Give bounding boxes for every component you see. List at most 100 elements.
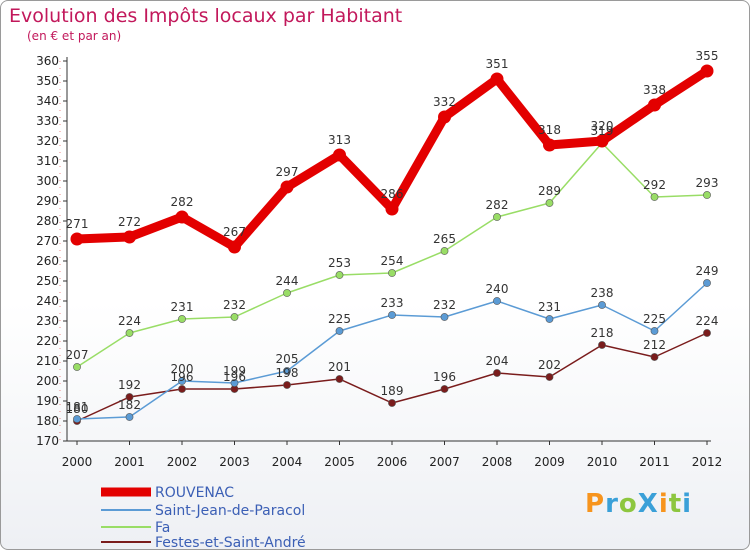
data-label: 292 (643, 178, 666, 192)
data-point (703, 279, 711, 287)
x-tick-label: 2001 (114, 455, 145, 469)
data-point (545, 315, 554, 323)
x-tick-label: 2003 (219, 455, 250, 469)
logo-letter: i (682, 489, 693, 519)
legend: ROUVENAC Saint-Jean-de-ParacolFaFestes-et… (101, 485, 306, 550)
data-point (650, 353, 659, 361)
data-label: 286 (381, 187, 404, 201)
legend-label: Fa (155, 520, 170, 536)
data-point (703, 329, 711, 337)
data-point (545, 373, 554, 381)
logo-letter: X (637, 489, 659, 519)
data-label: 204 (486, 354, 509, 368)
data-point (440, 385, 449, 393)
data-point (178, 377, 186, 385)
y-tick-label: 310 (36, 154, 59, 168)
x-tick-label: 2008 (482, 455, 513, 469)
data-point (385, 202, 399, 216)
data-point (493, 297, 501, 305)
data-label: 332 (433, 95, 456, 109)
data-point (545, 199, 554, 207)
logo-letter: r (605, 489, 619, 519)
data-point (493, 213, 501, 221)
data-label: 196 (223, 370, 246, 384)
data-point (335, 327, 344, 335)
data-point (595, 134, 609, 148)
data-label: 232 (223, 298, 246, 312)
data-label: 244 (276, 274, 299, 288)
y-tick-label: 280 (36, 214, 59, 228)
data-label: 338 (643, 83, 666, 97)
data-point (493, 369, 501, 377)
data-label: 319 (591, 124, 614, 138)
logo-letter: i (658, 489, 669, 519)
x-tick-label: 2011 (639, 455, 670, 469)
data-point (490, 72, 504, 86)
data-label: 271 (66, 217, 89, 231)
data-point (598, 301, 606, 309)
series-line-0 (72, 66, 712, 252)
data-label: 282 (486, 198, 509, 212)
data-label: 318 (538, 123, 561, 137)
legend-label: Festes-et-Saint-André (155, 535, 306, 550)
data-label: 224 (118, 314, 141, 328)
data-point (283, 367, 291, 375)
data-point (648, 98, 661, 112)
logo-letter: t (668, 489, 683, 519)
data-point (230, 379, 239, 387)
data-label: 196 (433, 370, 456, 384)
data-point (703, 191, 711, 199)
x-tick-label: 2004 (272, 455, 303, 469)
data-point (178, 385, 186, 393)
logo-letter: o (618, 489, 638, 519)
logo-letter: P (585, 489, 606, 519)
data-label: 182 (118, 398, 141, 412)
data-point (388, 399, 396, 407)
x-tick-label: 2009 (534, 455, 565, 469)
data-point (438, 110, 451, 124)
x-tick-label: 2010 (587, 455, 618, 469)
data-point (440, 247, 449, 255)
data-point (70, 232, 84, 246)
x-tick-label: 2006 (377, 455, 408, 469)
data-label: 355 (696, 49, 719, 63)
y-tick-label: 270 (36, 234, 59, 248)
data-point (700, 64, 714, 78)
y-tick-label: 220 (36, 334, 59, 348)
data-point (230, 313, 239, 321)
y-tick-label: 180 (36, 414, 59, 428)
y-tick-label: 250 (36, 274, 59, 288)
y-tick-label: 300 (36, 174, 59, 188)
data-point (440, 313, 449, 321)
data-label: 313 (328, 133, 351, 147)
proxiti-logo: ProXiti (585, 489, 692, 519)
data-label: 240 (486, 282, 509, 296)
data-label: 192 (118, 378, 141, 392)
data-point (650, 327, 659, 335)
data-point (650, 193, 659, 201)
series-group (70, 64, 714, 425)
x-tick-label: 2000 (62, 455, 93, 469)
data-point (283, 381, 291, 389)
data-label: 272 (118, 215, 141, 229)
chart-title: Evolution des Impôts locaux par Habitant (9, 5, 403, 27)
data-label: 224 (696, 314, 719, 328)
legend-label: Saint-Jean-de-Paracol (155, 503, 305, 519)
y-tick-label: 350 (36, 74, 59, 88)
data-label: 201 (328, 360, 351, 374)
data-label: 202 (538, 358, 561, 372)
data-point (543, 138, 556, 152)
data-point (125, 393, 134, 401)
data-label: 231 (171, 300, 194, 314)
y-tick-label: 190 (36, 394, 59, 408)
y-tick-label: 290 (36, 194, 59, 208)
data-label: 207 (66, 348, 89, 362)
data-point (125, 413, 134, 421)
data-point (228, 240, 241, 254)
y-tick-label: 330 (36, 114, 59, 128)
y-tick-label: 230 (36, 314, 59, 328)
data-point (388, 311, 396, 319)
y-tick-label: 170 (36, 434, 59, 448)
data-point (123, 230, 136, 244)
